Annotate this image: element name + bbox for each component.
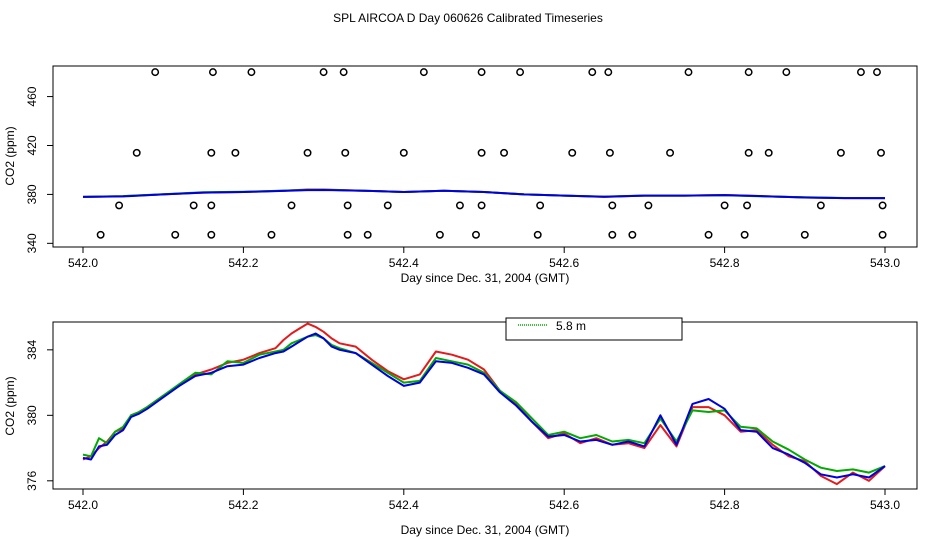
calibration-point-low-mid xyxy=(608,201,617,210)
calibration-point-low xyxy=(171,230,180,239)
calibration-point-high xyxy=(516,68,525,77)
calibration-point-mid xyxy=(836,148,845,157)
x-tick-label: 542.4 xyxy=(389,256,419,270)
y-tick-label: 380 xyxy=(25,184,39,204)
calibration-point-high xyxy=(744,68,753,77)
calibration-point-low-mid xyxy=(878,201,887,210)
calibration-point-low-mid xyxy=(115,201,124,210)
x-tick-label: 543.0 xyxy=(870,256,900,270)
calibration-point-mid xyxy=(477,148,486,157)
calibration-point-low-mid xyxy=(816,201,825,210)
calibration-point-low xyxy=(435,230,444,239)
bottom-y-axis-label: CO2 (ppm) xyxy=(3,376,17,435)
calibration-point-low-mid xyxy=(477,201,486,210)
bottom-panel: 542.0 542.2 542.4 542.6 542.8 543.0 376 380 384… xyxy=(3,317,918,537)
calibration-point-low xyxy=(96,230,105,239)
calibration-point-high xyxy=(588,68,597,77)
legend: 5.8 m xyxy=(505,317,683,341)
x-tick-label: 542.8 xyxy=(710,256,740,270)
calibration-point-mid xyxy=(303,148,312,157)
calibration-point-low xyxy=(704,230,713,239)
calibration-point-low xyxy=(628,230,637,239)
top-plot-frame xyxy=(52,65,918,248)
calibration-point-mid xyxy=(568,148,577,157)
calibration-point-low xyxy=(363,230,372,239)
calibration-point-mid xyxy=(500,148,508,157)
calibration-point-mid xyxy=(877,148,885,157)
calibration-point-mid xyxy=(605,148,614,157)
calibration-point-low xyxy=(800,230,809,239)
calibration-point-low-mid xyxy=(383,201,392,210)
x-tick-label: 542.0 xyxy=(68,256,98,270)
calibration-point-high xyxy=(604,68,613,77)
calibration-point-low xyxy=(878,230,887,239)
x-tick-label: 542.6 xyxy=(549,498,579,512)
chart-title: SPL AIRCOA D Day 060626 Calibrated Times… xyxy=(333,11,603,25)
calibration-point-high xyxy=(477,68,486,77)
calibration-point-high xyxy=(856,68,865,77)
series-line-green xyxy=(82,334,886,474)
y-tick-label: 340 xyxy=(25,233,39,253)
y-tick-label: 384 xyxy=(25,340,39,360)
legend-label: 5.8 m xyxy=(556,319,586,333)
calibration-point-high xyxy=(151,68,160,77)
calibration-point-low xyxy=(343,230,352,239)
calibration-point-low-mid xyxy=(644,201,653,210)
calibration-point-low-mid xyxy=(720,201,729,210)
calibration-point-low-mid xyxy=(743,201,752,210)
calibration-point-mid xyxy=(666,148,675,157)
calibration-point-low-mid xyxy=(189,201,198,210)
calibration-point-high xyxy=(339,68,348,77)
y-tick-label: 380 xyxy=(25,405,39,425)
x-tick-label: 542.2 xyxy=(228,498,258,512)
top-x-axis-label: Day since Dec. 31, 2004 (GMT) xyxy=(401,271,570,285)
calibration-point-low xyxy=(207,230,216,239)
y-tick-label: 460 xyxy=(25,86,39,106)
legend-box xyxy=(505,317,683,341)
y-tick-label: 376 xyxy=(25,470,39,490)
calibration-point-high xyxy=(319,68,328,77)
series-line-red xyxy=(82,322,886,486)
calibration-point-low-mid xyxy=(455,201,464,210)
calibration-point-mid xyxy=(399,148,408,157)
x-tick-label: 542.8 xyxy=(710,498,740,512)
top-y-axis-label: CO2 (ppm) xyxy=(3,126,17,185)
x-tick-label: 542.4 xyxy=(389,498,419,512)
calibration-point-low xyxy=(533,230,542,239)
x-tick-label: 542.6 xyxy=(549,256,579,270)
calibration-point-high xyxy=(873,68,881,77)
calibration-point-high xyxy=(208,68,217,77)
calibration-point-high xyxy=(684,68,693,77)
calibration-point-low xyxy=(740,230,749,239)
top-panel: 542.0 542.2 542.4 542.6 542.8 543.0 340 380 420… xyxy=(3,65,918,285)
calibration-point-mid xyxy=(341,148,350,157)
calibration-point-mid xyxy=(132,148,141,157)
calibration-point-mid xyxy=(231,148,240,157)
calibration-point-high xyxy=(247,68,256,77)
series-line-blue xyxy=(82,189,885,200)
x-tick-label: 542.0 xyxy=(68,498,98,512)
calibration-point-high xyxy=(782,68,791,77)
calibration-point-low xyxy=(267,230,276,239)
series-line-blue xyxy=(82,332,886,479)
x-tick-label: 543.0 xyxy=(870,498,900,512)
calibration-point-low-mid xyxy=(287,201,296,210)
bottom-x-axis-label: Day since Dec. 31, 2004 (GMT) xyxy=(401,523,570,537)
calibration-point-mid xyxy=(207,148,216,157)
calibration-point-mid xyxy=(744,148,753,157)
bottom-plot-frame xyxy=(52,321,918,490)
calibration-point-low-mid xyxy=(536,201,545,210)
calibration-point-mid xyxy=(764,148,773,157)
calibration-point-high xyxy=(419,68,428,77)
calibration-point-low-mid xyxy=(343,201,352,210)
x-tick-label: 542.2 xyxy=(228,256,258,270)
calibration-point-low xyxy=(472,230,480,239)
calibration-point-low xyxy=(608,230,617,239)
calibration-point-low-mid xyxy=(207,201,216,210)
y-tick-label: 420 xyxy=(25,135,39,155)
